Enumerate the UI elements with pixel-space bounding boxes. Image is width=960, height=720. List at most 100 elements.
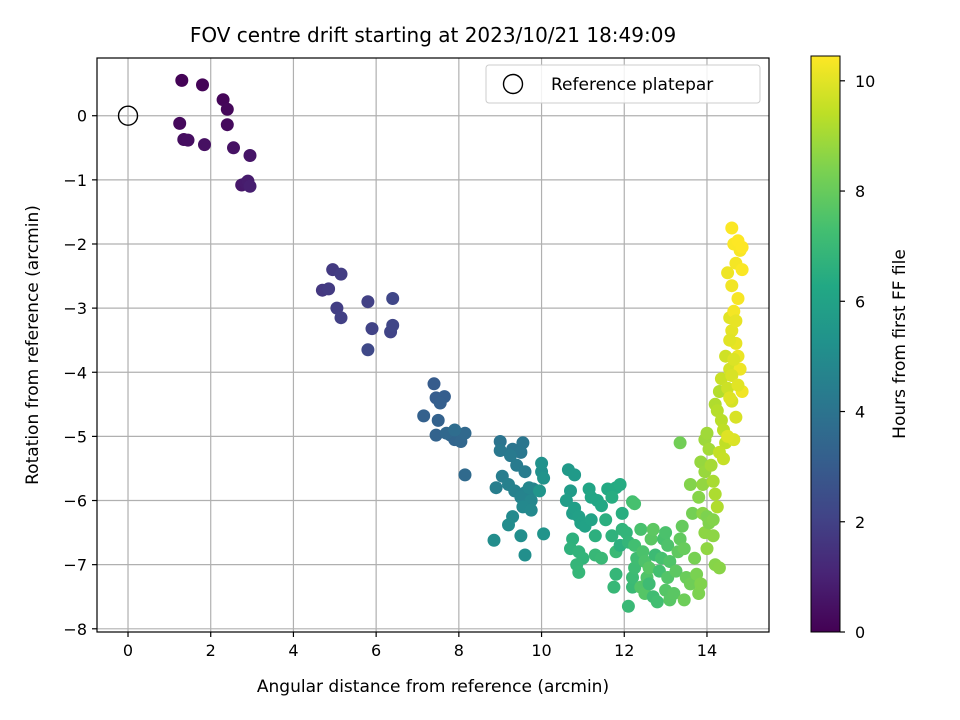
data-point xyxy=(725,279,739,293)
data-point xyxy=(704,458,718,472)
data-point xyxy=(322,282,336,296)
chart-title: FOV centre drift starting at 2023/10/21 … xyxy=(190,23,676,47)
data-point xyxy=(537,527,551,541)
plot-frame xyxy=(96,57,770,633)
data-point xyxy=(607,580,621,594)
data-point xyxy=(365,322,379,336)
y-axis-label: Rotation from reference (arcmin) xyxy=(23,205,43,485)
data-point xyxy=(667,587,681,600)
data-point xyxy=(448,423,462,437)
data-point xyxy=(683,478,697,491)
data-point xyxy=(595,499,608,513)
y-tick-label: −5 xyxy=(63,427,87,446)
data-point xyxy=(243,149,257,162)
data-point xyxy=(518,465,532,479)
data-point xyxy=(628,561,642,575)
data-point xyxy=(458,426,472,440)
data-point xyxy=(615,506,629,520)
x-axis-ticks: 0 2 4 6 8 10 12 14 xyxy=(123,632,717,660)
data-point xyxy=(524,503,538,517)
data-point xyxy=(493,435,507,448)
data-point xyxy=(493,444,507,457)
data-point xyxy=(489,481,503,495)
colorbar: 0 2 4 6 8 10 Hours from first FF file xyxy=(810,55,910,642)
data-point xyxy=(386,318,400,332)
data-point xyxy=(588,529,602,543)
data-point xyxy=(712,561,726,575)
data-point xyxy=(731,378,745,392)
data-point xyxy=(173,116,187,130)
data-point xyxy=(700,542,714,556)
y-tick-label: −2 xyxy=(63,235,87,254)
colorbar-label: Hours from first FF file xyxy=(890,249,910,439)
data-point xyxy=(661,538,675,552)
data-point xyxy=(504,449,517,463)
data-point xyxy=(487,533,501,547)
data-point xyxy=(686,506,699,520)
data-point xyxy=(735,263,749,277)
colorbar-tick-label: 2 xyxy=(855,513,865,532)
data-point xyxy=(659,526,673,540)
data-point xyxy=(568,468,582,482)
y-tick-label: 0 xyxy=(77,107,87,126)
data-point xyxy=(175,73,189,87)
data-point xyxy=(361,295,375,309)
data-point xyxy=(677,542,691,556)
colorbar-ticks: 0 2 4 6 8 10 xyxy=(840,72,875,642)
colorbar-tick-label: 8 xyxy=(855,182,865,201)
data-point xyxy=(634,522,648,536)
y-tick-label: −4 xyxy=(63,363,87,382)
y-tick-label: −6 xyxy=(63,492,87,511)
data-point xyxy=(522,481,536,495)
data-point xyxy=(708,487,722,501)
data-point xyxy=(595,551,608,565)
data-point xyxy=(723,333,737,347)
data-point xyxy=(642,561,656,575)
x-tick-label: 14 xyxy=(697,641,717,660)
legend-box xyxy=(485,64,761,104)
colorbar-tick-label: 6 xyxy=(855,292,865,311)
colorbar-tick-label: 0 xyxy=(855,623,865,642)
y-tick-label: −8 xyxy=(63,620,87,639)
data-point xyxy=(700,426,714,440)
data-point xyxy=(642,577,656,591)
data-point xyxy=(572,565,586,579)
data-point xyxy=(673,436,687,450)
data-point xyxy=(427,377,441,391)
reference-marker xyxy=(117,105,139,126)
legend-marker xyxy=(502,73,524,95)
data-point xyxy=(706,513,720,527)
scatter-points xyxy=(117,73,749,613)
data-point xyxy=(731,292,745,305)
data-point xyxy=(386,292,400,305)
x-tick-label: 8 xyxy=(454,641,464,660)
data-point xyxy=(729,314,743,328)
data-point xyxy=(537,471,551,485)
data-point xyxy=(227,141,240,155)
data-point xyxy=(675,519,689,533)
data-point xyxy=(717,452,730,466)
data-point xyxy=(710,404,724,418)
colorbar-tick-label: 4 xyxy=(855,403,865,422)
data-point xyxy=(458,468,472,482)
data-point xyxy=(514,445,528,459)
data-point xyxy=(533,484,546,498)
x-tick-label: 10 xyxy=(531,641,551,660)
x-tick-label: 2 xyxy=(206,641,216,660)
x-tick-label: 12 xyxy=(614,641,634,660)
data-point xyxy=(723,391,737,405)
y-tick-label: −1 xyxy=(63,171,87,190)
data-point xyxy=(599,513,613,527)
data-point xyxy=(243,179,257,193)
x-tick-label: 4 xyxy=(288,641,298,660)
data-point xyxy=(721,266,735,280)
data-point xyxy=(584,513,598,527)
data-point xyxy=(196,78,209,92)
data-point xyxy=(417,409,431,423)
data-point xyxy=(683,577,697,591)
x-tick-label: 6 xyxy=(371,641,381,660)
data-point xyxy=(518,548,532,562)
colorbar-gradient xyxy=(810,55,841,633)
legend-label: Reference platepar xyxy=(551,75,713,95)
data-point xyxy=(334,311,348,325)
